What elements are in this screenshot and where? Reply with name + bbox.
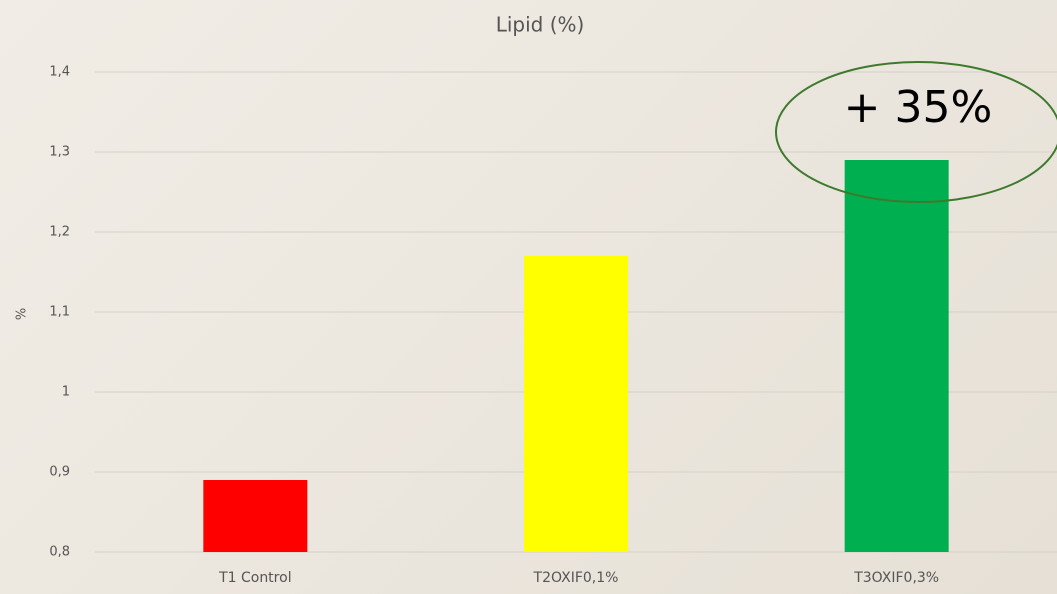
- chart-title: Lipid (%): [496, 13, 585, 37]
- bar: [524, 256, 628, 552]
- bar: [203, 480, 308, 552]
- y-tick-label: 1,4: [49, 65, 70, 80]
- y-tick-label: 1,2: [49, 225, 70, 240]
- y-tick-label: 1,3: [49, 145, 70, 160]
- x-tick-label: T1 Control: [218, 570, 292, 586]
- annotation: + 35%: [844, 82, 993, 133]
- bar: [844, 160, 949, 552]
- y-tick-label: 1: [62, 385, 70, 400]
- y-axis-label: %: [15, 308, 30, 320]
- y-tick-label: 0,8: [49, 545, 70, 560]
- y-tick-label: 1,1: [49, 305, 70, 320]
- y-tick-label: 0,9: [49, 465, 70, 480]
- x-tick-label: T2OXIF0,1%: [533, 570, 619, 586]
- x-tick-label: T3OXIF0,3%: [853, 570, 939, 586]
- annotation-ellipse: [775, 61, 1057, 203]
